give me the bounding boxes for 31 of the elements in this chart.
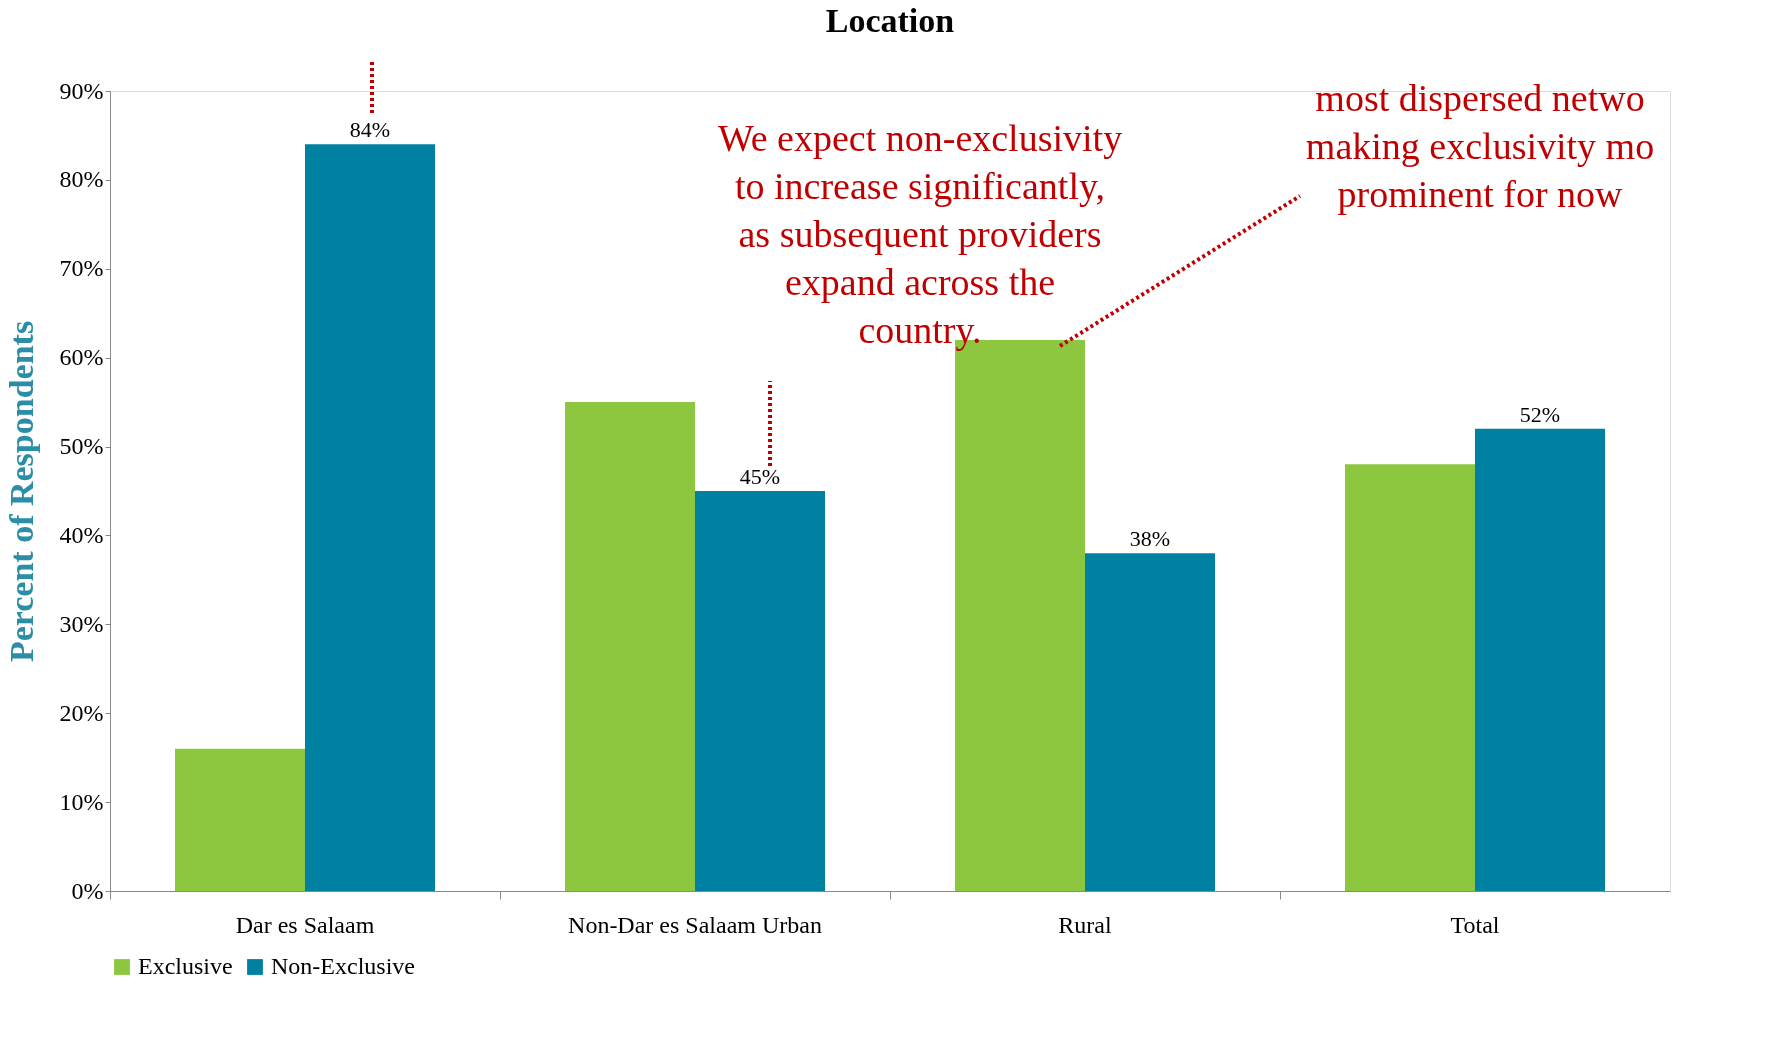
bar: [1085, 553, 1215, 891]
x-tick-label: Total: [1450, 911, 1500, 938]
y-tick-label: 50%: [59, 433, 104, 460]
data-label: 38%: [1129, 526, 1171, 552]
legend-label: Non-Exclusive: [271, 953, 415, 979]
y-tick-label: 80%: [59, 166, 104, 193]
x-tick-label: Rural: [1058, 911, 1112, 938]
x-tick-label: Dar es Salaam: [235, 911, 375, 938]
bar: [1475, 428, 1605, 891]
chart-title: Location: [825, 2, 955, 39]
data-label: 52%: [1519, 401, 1561, 427]
bar: [175, 748, 305, 891]
legend-label: Exclusive: [138, 953, 233, 979]
data-label: 45%: [739, 464, 781, 489]
y-tick-label: 60%: [59, 344, 104, 371]
y-tick-label: 10%: [59, 788, 104, 815]
annotation: We expect non-exclusivity to increase significantly, as subsequent providers expand across the country.: [717, 117, 1123, 351]
bar: [1345, 464, 1475, 891]
bar: [565, 402, 695, 891]
annotation: most dispersed netwo making exclusivity mo prominent for now: [1305, 77, 1655, 215]
y-tick-label: 20%: [59, 699, 104, 726]
y-tick-label: 0%: [71, 877, 104, 904]
bar: [695, 491, 825, 891]
y-tick-label: 90%: [59, 77, 104, 104]
x-tick-label: Non-Dar es Salaam Urban: [568, 911, 822, 938]
y-axis-title: Percent of Respondents: [2, 320, 40, 663]
y-tick-label: 70%: [59, 255, 104, 282]
data-label: 84%: [349, 117, 391, 143]
y-tick-label: 30%: [59, 610, 104, 637]
y-tick-label: 40%: [59, 521, 104, 548]
bar: [305, 144, 435, 891]
